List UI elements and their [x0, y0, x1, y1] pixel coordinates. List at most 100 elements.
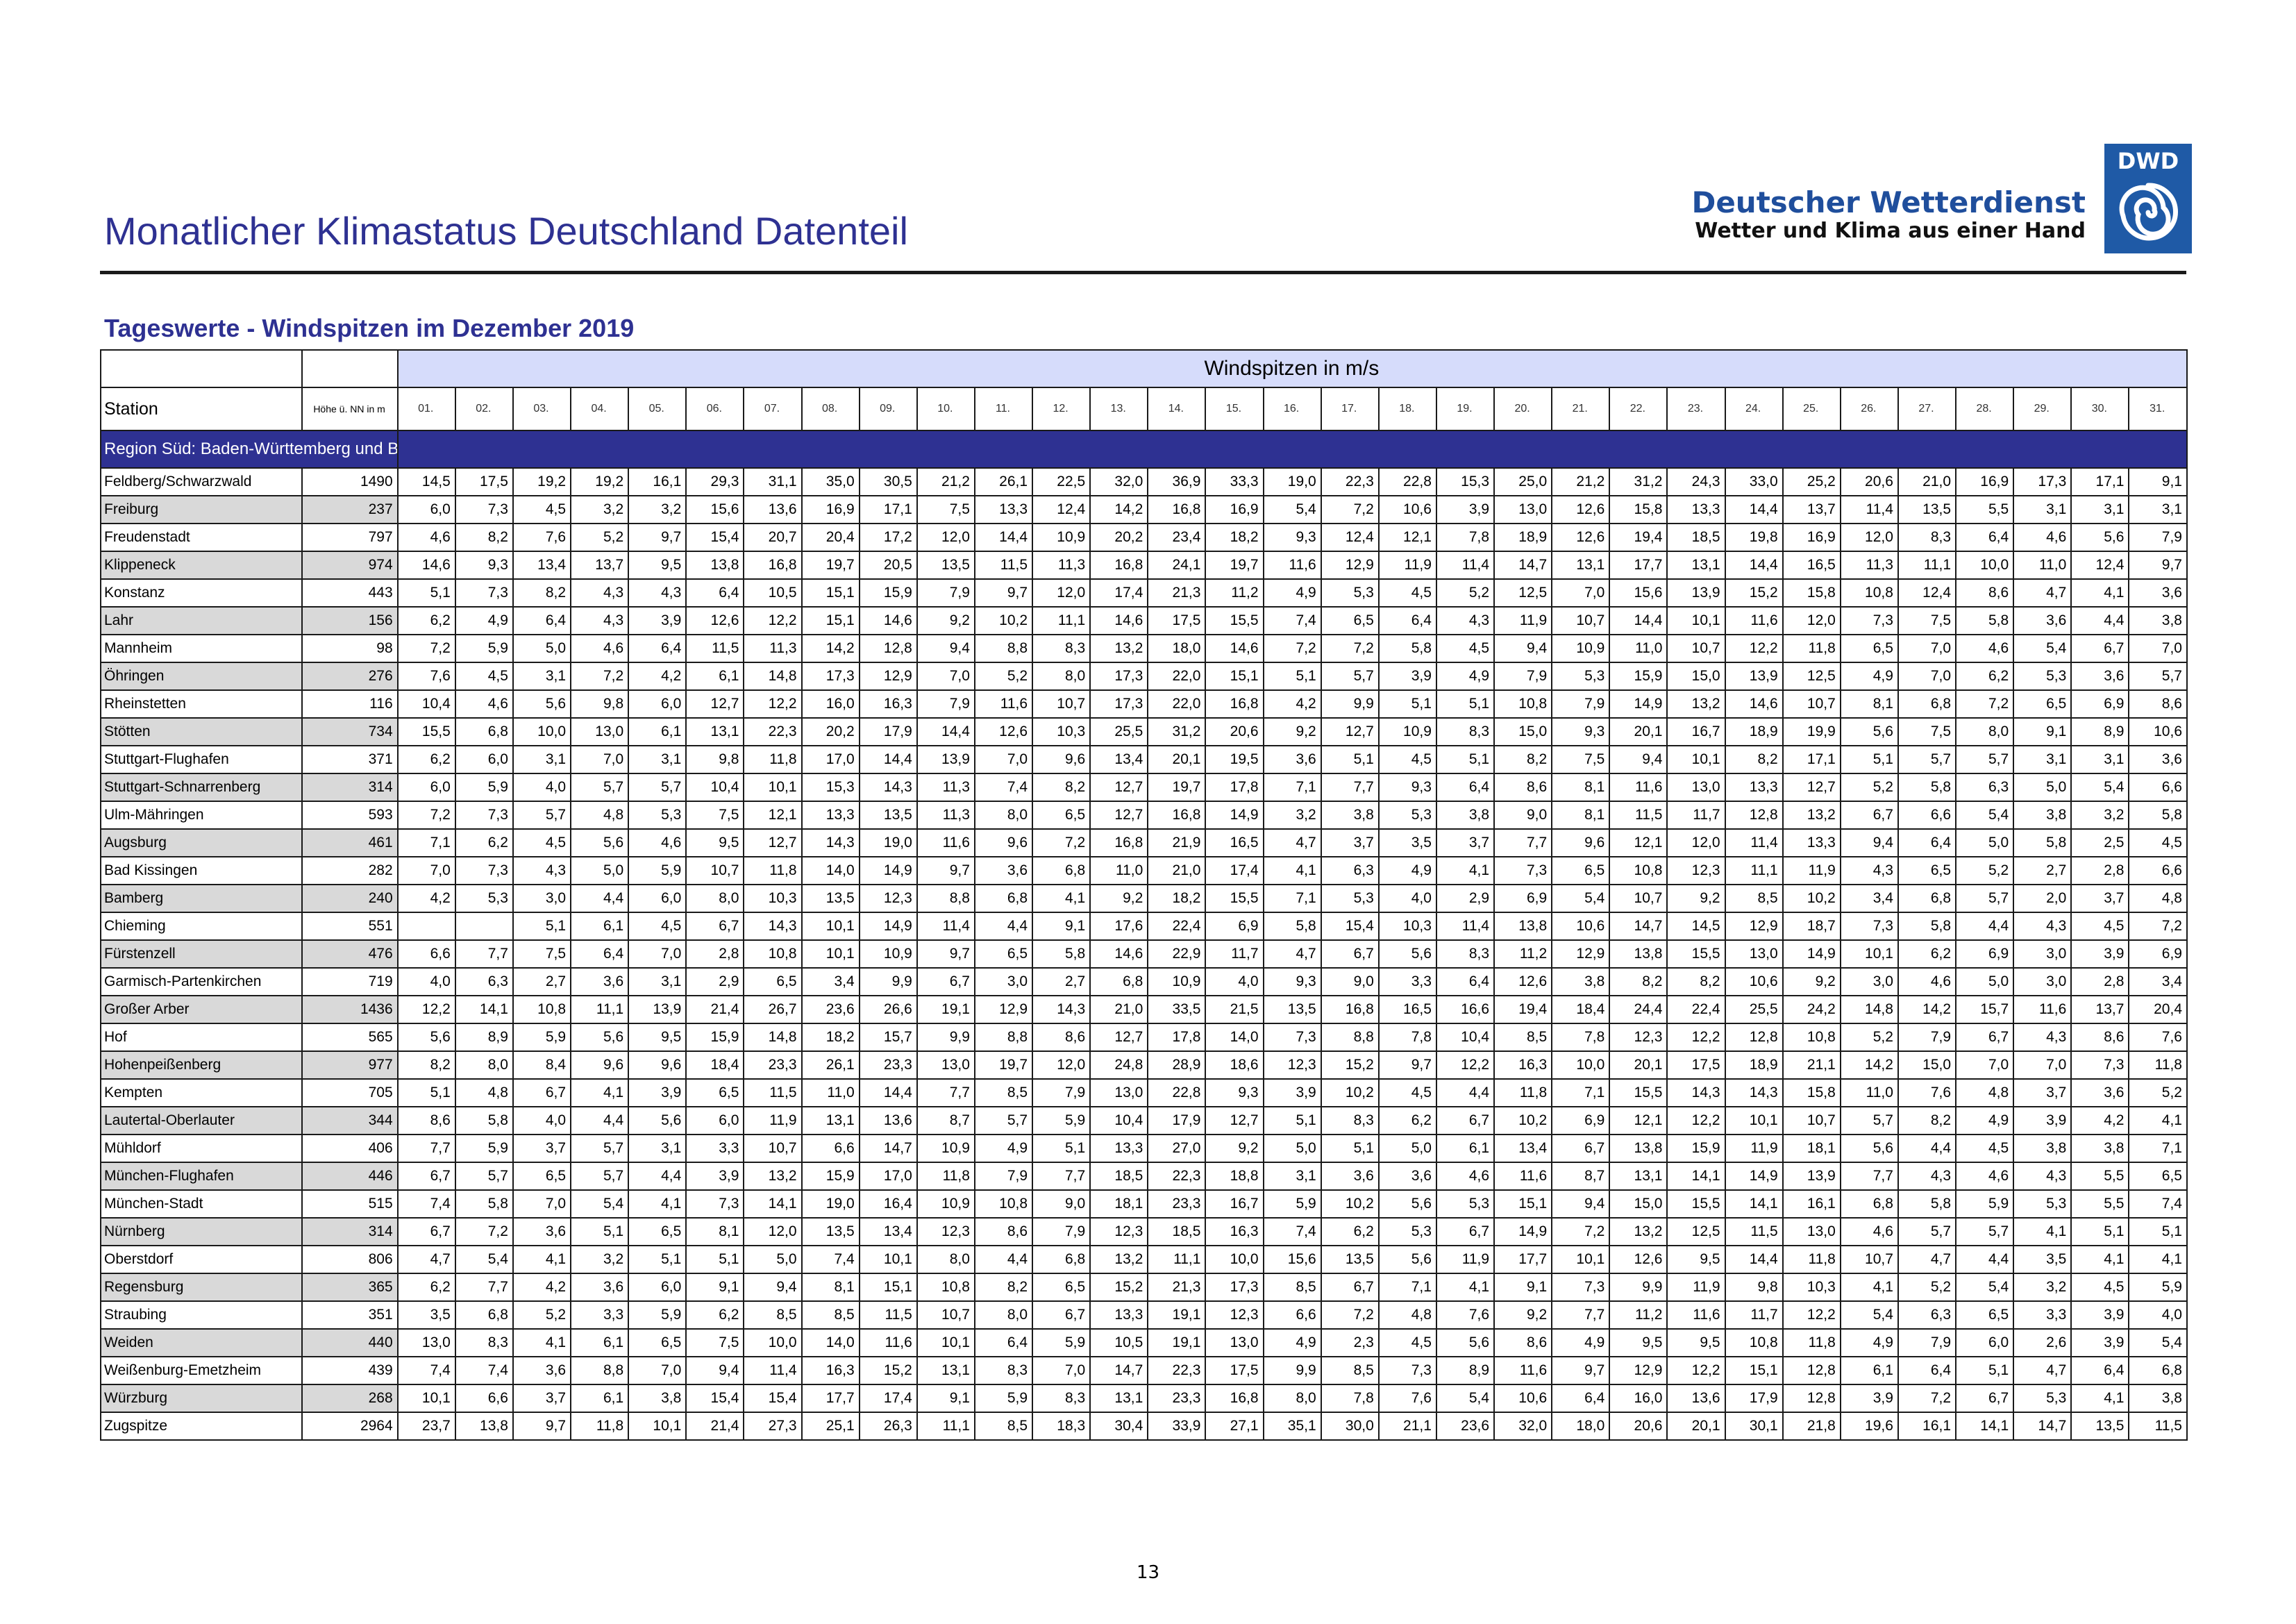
station-height: 406 [301, 1134, 399, 1163]
wind-value-cell: 6,8 [973, 884, 1034, 913]
wind-value-cell: 4,9 [1262, 578, 1322, 608]
wind-value-cell: 10,1 [1666, 606, 1726, 635]
wind-value-cell: 5,9 [1262, 1189, 1322, 1219]
wind-value-cell: 14,1 [1666, 1162, 1726, 1191]
wind-value-cell: 4,7 [2013, 578, 2072, 608]
column-header-station: Station [99, 387, 303, 431]
wind-value-cell: 4,5 [1377, 1078, 1437, 1107]
wind-value-cell: 4,5 [2070, 1273, 2130, 1302]
wind-value-cell: 5,6 [2070, 523, 2130, 552]
wind-value-cell: 5,8 [1897, 1189, 1957, 1219]
wind-value-cell: 3,9 [628, 606, 687, 635]
wind-value-cell: 3,1 [2013, 495, 2072, 524]
table-row: München-Stadt 515 7,4 5,8 7,0 5,4 4,1 7,3 14,1 19… [99, 1189, 2188, 1219]
wind-value-cell: 6,8 [1089, 967, 1149, 996]
wind-value-cell: 3,1 [2070, 495, 2130, 524]
wind-value-cell: 14,3 [1032, 995, 1091, 1024]
wind-value-cell: 3,8 [628, 1384, 687, 1413]
wind-value-cell: 5,2 [973, 662, 1034, 691]
wind-value-cell: 3,6 [570, 967, 630, 996]
wind-value-cell: 15,1 [858, 1273, 918, 1302]
wind-value-cell: 14,3 [743, 912, 803, 941]
wind-value-cell: 6,7 [685, 912, 745, 941]
wind-value-cell: 4,5 [454, 662, 514, 691]
wind-value-cell: 4,7 [1262, 939, 1322, 969]
wind-value-cell: 10,6 [1551, 912, 1611, 941]
wind-value-cell: 4,2 [512, 1273, 572, 1302]
table-row: Weiden 440 13,0 8,3 4,1 6,1 6,5 7,5 10,0 14,0 11,6… [99, 1328, 2188, 1357]
wind-value-cell: 7,0 [1897, 634, 1957, 663]
wind-value-cell: 5,6 [628, 1106, 687, 1135]
wind-value-cell: 13,0 [396, 1328, 456, 1357]
wind-value-cell: 4,1 [628, 1189, 687, 1219]
wind-value-cell: 11,4 [743, 1356, 803, 1385]
wind-value-cell: 15,0 [1493, 717, 1553, 746]
station-height: 116 [301, 689, 399, 719]
wind-value-cell: 4,2 [1262, 689, 1322, 719]
wind-value-cell: 14,6 [858, 606, 918, 635]
table-row: Kempten 705 5,1 4,8 6,7 4,1 3,9 6,5 11,5 11,0 14,4… [99, 1078, 2188, 1107]
wind-value-cell: 9,3 [1262, 967, 1322, 996]
wind-value-cell: 7,9 [1032, 1217, 1091, 1246]
wind-value-cell: 6,1 [570, 1384, 630, 1413]
column-header-day: 15. [1205, 387, 1264, 431]
wind-value-cell: 12,2 [1666, 1023, 1726, 1052]
wind-value-cell: 10,5 [743, 578, 803, 608]
wind-value-cell: 25,5 [1089, 717, 1149, 746]
wind-value-cell: 5,3 [1435, 1189, 1495, 1219]
wind-value-cell: 7,3 [2070, 1050, 2130, 1080]
wind-value-cell: 12,0 [916, 523, 975, 552]
station-height: 1490 [301, 467, 399, 496]
wind-value-cell: 10,0 [1205, 1245, 1264, 1274]
station-height: 314 [301, 1217, 399, 1246]
wind-value-cell: 12,7 [1205, 1106, 1264, 1135]
wind-value-cell: 9,7 [916, 939, 975, 969]
wind-value-cell: 5,1 [2070, 1217, 2130, 1246]
wind-value-cell: 15,0 [1609, 1189, 1668, 1219]
wind-value-cell: 14,4 [973, 523, 1034, 552]
wind-value-cell: 8,0 [973, 1300, 1034, 1330]
wind-value-cell: 11,6 [1666, 1300, 1726, 1330]
wind-value-cell: 7,9 [1897, 1023, 1957, 1052]
wind-value-cell: 5,9 [454, 1134, 514, 1163]
wind-value-cell: 6,7 [2070, 634, 2130, 663]
wind-value-cell: 17,6 [1089, 912, 1149, 941]
wind-value-cell: 10,7 [685, 856, 745, 885]
wind-value-cell: 7,2 [1320, 1300, 1380, 1330]
wind-value-cell: 7,3 [454, 856, 514, 885]
wind-value-cell: 12,6 [685, 606, 745, 635]
wind-value-cell: 17,4 [1205, 856, 1264, 885]
wind-value-cell: 4,6 [2013, 523, 2072, 552]
wind-value-cell: 12,0 [1666, 828, 1726, 857]
wind-value-cell: 13,6 [743, 495, 803, 524]
wind-value-cell: 14,4 [1724, 551, 1784, 580]
wind-value-cell: 14,6 [1205, 634, 1264, 663]
wind-value-cell: 6,4 [1897, 828, 1957, 857]
wind-value-cell: 15,2 [1724, 578, 1784, 608]
wind-value-cell: 9,9 [858, 967, 918, 996]
wind-value-cell: 26,1 [973, 467, 1034, 496]
wind-value-cell: 9,4 [916, 634, 975, 663]
wind-value-cell: 27,3 [743, 1412, 803, 1441]
wind-value-cell: 4,5 [512, 495, 572, 524]
wind-value-cell: 33,9 [1147, 1412, 1207, 1441]
wind-value-cell: 7,9 [1551, 689, 1611, 719]
wind-value-cell: 16,5 [1205, 828, 1264, 857]
wind-value-cell: 13,3 [1089, 1300, 1149, 1330]
wind-value-cell: 5,6 [1839, 1134, 1899, 1163]
wind-value-cell: 6,0 [396, 773, 456, 802]
wind-value-cell: 18,9 [1493, 523, 1553, 552]
dwd-logo: DWD [2104, 144, 2192, 253]
wind-value-cell: 13,7 [1782, 495, 1841, 524]
wind-value-cell: 26,1 [801, 1050, 860, 1080]
wind-value-cell: 4,9 [1839, 1328, 1899, 1357]
wind-value-cell: 5,1 [1262, 1106, 1322, 1135]
wind-value-cell: 10,9 [858, 939, 918, 969]
wind-value-cell: 13,8 [1493, 912, 1553, 941]
wind-value-cell: 5,9 [454, 773, 514, 802]
wind-value-cell: 7,7 [396, 1134, 456, 1163]
station-height: 797 [301, 523, 399, 552]
wind-value-cell: 4,2 [628, 662, 687, 691]
column-header-day: 22. [1609, 387, 1668, 431]
wind-value-cell: 14,1 [1724, 1189, 1784, 1219]
